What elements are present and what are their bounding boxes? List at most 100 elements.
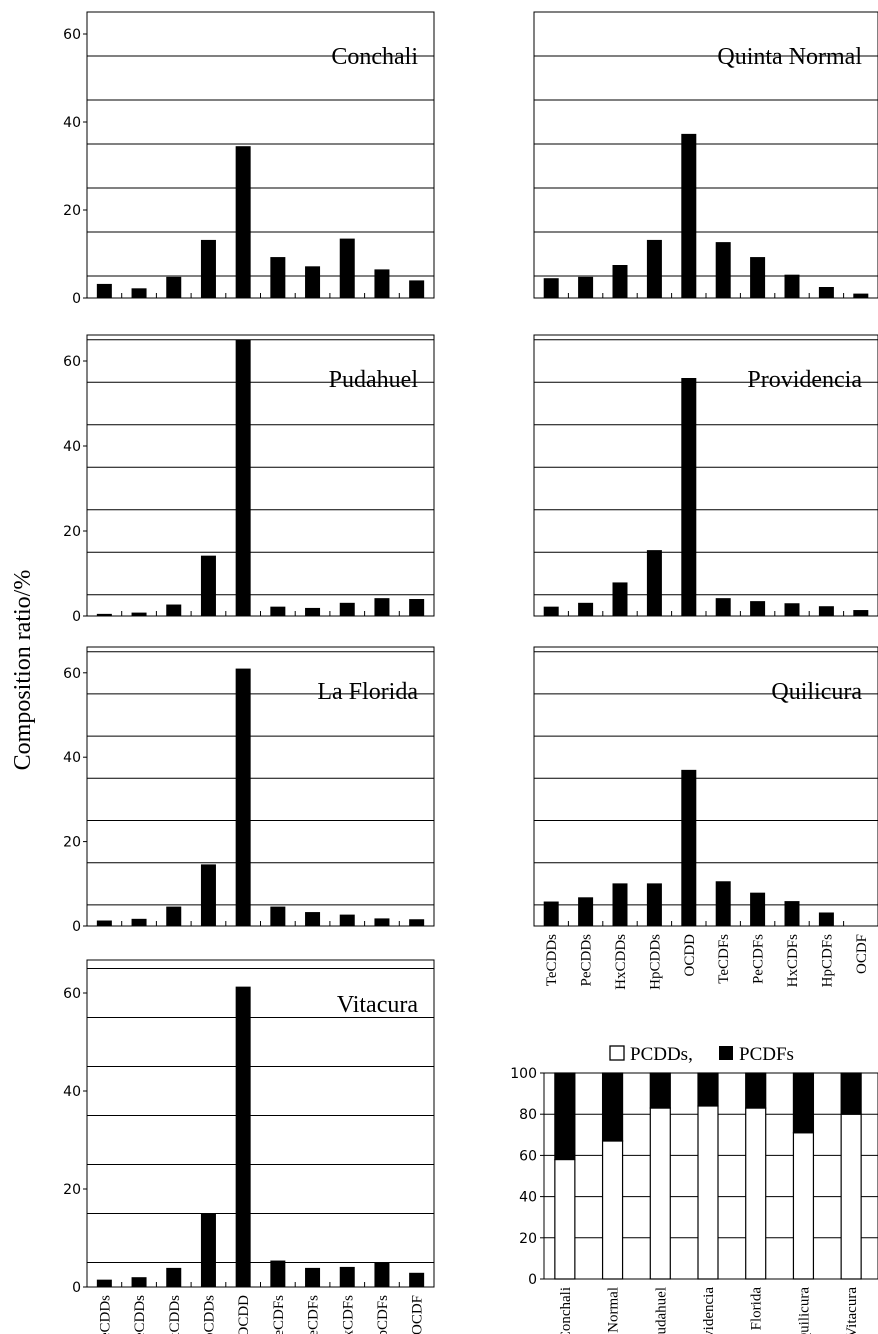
- bar-tecdfs: [270, 606, 286, 616]
- bar-pecdfs: [305, 1267, 321, 1287]
- bar-ocdf: [853, 610, 869, 616]
- y-tick-label: 0: [72, 1280, 81, 1296]
- bar-pecdds: [578, 602, 594, 616]
- bar-ocdd: [235, 339, 251, 616]
- category-label: TeCDFs: [271, 1295, 287, 1334]
- category-label: OCDD: [682, 934, 698, 977]
- bar-hxcdds: [166, 1267, 182, 1287]
- panel-providencia: Providencia: [533, 334, 878, 617]
- category-label: HpCDDs: [201, 1295, 217, 1334]
- bar-ocdd: [681, 133, 697, 298]
- bar-tecdfs: [270, 906, 286, 926]
- panel-quinta-normal: Quinta Normal: [533, 11, 878, 299]
- bar-hpcdfs: [818, 606, 834, 616]
- bar-hpcdfs: [818, 287, 834, 298]
- stacked-bar-pcdds-conchali: [554, 1158, 576, 1280]
- bar-hxcdds: [166, 604, 182, 616]
- y-tick-label: 40: [63, 1084, 81, 1100]
- y-tick-label: 80: [519, 1107, 537, 1123]
- y-tick-label: 0: [72, 919, 81, 935]
- category-label: OCDF: [854, 934, 870, 974]
- category-label: PeCDDs: [132, 1295, 148, 1334]
- y-tick-label: 40: [519, 1190, 537, 1206]
- stacked-bar-pcdds-quilicura: [792, 1132, 815, 1280]
- legend-swatch-pcdfs: [719, 1046, 733, 1060]
- bar-tecdfs: [715, 598, 731, 616]
- panel-pudahuel: 0 20 40 60 Pudahuel: [63, 334, 435, 625]
- stacked-bar-pcdds-vitacura: [840, 1113, 862, 1280]
- bar-hpcdds: [200, 864, 216, 926]
- bar-ocdd: [235, 986, 251, 1287]
- bar-ocdf: [409, 919, 425, 926]
- panel-title: La Florida: [317, 679, 418, 705]
- category-label: Q. Normal: [606, 1287, 622, 1334]
- bar-ocdd: [681, 378, 697, 616]
- legend-label: PCDDs,: [630, 1044, 693, 1065]
- stacked-bar-pcdfs-quilicura: [792, 1072, 815, 1134]
- bar-hxcdfs: [784, 901, 800, 926]
- bar-hxcdfs: [339, 238, 355, 298]
- bar-hxcdfs: [784, 603, 800, 616]
- bar-hpcdfs: [374, 918, 390, 926]
- bar-pecdfs: [305, 266, 321, 298]
- bar-hxcdfs: [339, 602, 355, 616]
- legend-swatch-pcdds: [609, 1045, 625, 1061]
- bar-tecdds: [96, 920, 112, 926]
- bar-hxcdfs: [784, 274, 800, 298]
- bar-tecdds: [543, 606, 559, 616]
- bar-hxcdds: [612, 265, 628, 298]
- bar-tecdfs: [270, 257, 286, 298]
- bar-hpcdds: [200, 555, 216, 616]
- bar-tecdds: [543, 278, 559, 298]
- y-tick-label: 0: [72, 291, 81, 307]
- bar-hpcdfs: [374, 1262, 390, 1287]
- stacked-bar-pcdfs-vitacura: [840, 1072, 862, 1115]
- bar-hxcdds: [612, 582, 628, 616]
- bar-hxcdfs: [339, 914, 355, 926]
- bar-pecdds: [578, 897, 594, 926]
- bar-tecdfs: [715, 242, 731, 298]
- bar-ocdf: [409, 599, 425, 616]
- panel-la-florida: 0 20 40 60 La Florida: [63, 646, 435, 935]
- stacked-bar-pcdfs-pudahuel: [649, 1072, 671, 1109]
- panel-title: Vitacura: [337, 992, 419, 1018]
- stacked-bar-pcdds-la-florida: [745, 1107, 767, 1280]
- stacked-bar-pcdfs-q-normal: [601, 1072, 624, 1142]
- bar-hpcdds: [200, 239, 216, 298]
- bar-hpcdfs: [818, 912, 834, 926]
- stacked-chart: 0 20 40 60 80 100 Conchali Q. Normal Pudahuel Pro…: [510, 1044, 878, 1334]
- stacked-bar-pcdfs-la-florida: [745, 1072, 767, 1109]
- bar-pecdfs: [750, 257, 766, 298]
- bar-pecdfs: [305, 607, 321, 616]
- bar-hxcdds: [166, 906, 182, 926]
- category-label: HpCDFs: [819, 934, 835, 988]
- category-label: HpCDFs: [375, 1295, 391, 1334]
- category-label: OCDF: [410, 1295, 426, 1334]
- bar-ocdf: [853, 293, 869, 298]
- y-tick-label: 60: [63, 354, 81, 370]
- bar-ocdd: [235, 668, 251, 926]
- bar-tecdds: [96, 283, 112, 298]
- category-label: TeCDFs: [716, 934, 732, 984]
- category-label: OCDD: [236, 1295, 252, 1334]
- y-tick-label: 100: [510, 1066, 537, 1082]
- y-axis-label: Composition ratio/%: [10, 570, 36, 771]
- y-tick-label: 60: [519, 1148, 537, 1164]
- bar-hpcdfs: [374, 269, 390, 298]
- category-label: HxCDFs: [785, 934, 801, 988]
- bar-pecdfs: [305, 912, 321, 926]
- category-label: HxCDDs: [167, 1295, 183, 1334]
- y-tick-label: 20: [63, 1182, 81, 1198]
- y-tick-label: 40: [63, 115, 81, 131]
- bar-pecdfs: [750, 601, 766, 616]
- category-label: PeCDDs: [579, 934, 595, 987]
- panel-vitacura: 0 20 40 60 Vitacura TeCDDs PeCDDs HxCDDs HpCDDs O…: [63, 959, 435, 1334]
- category-label: HxCDFs: [340, 1295, 356, 1334]
- panel-title: Pudahuel: [329, 367, 419, 393]
- category-label: Vitacura: [844, 1287, 860, 1334]
- category-label: Conchali: [558, 1287, 574, 1334]
- y-tick-label: 40: [63, 439, 81, 455]
- panel-title: Providencia: [747, 367, 862, 393]
- category-label: TeCDDs: [544, 934, 560, 986]
- bar-pecdfs: [750, 892, 766, 926]
